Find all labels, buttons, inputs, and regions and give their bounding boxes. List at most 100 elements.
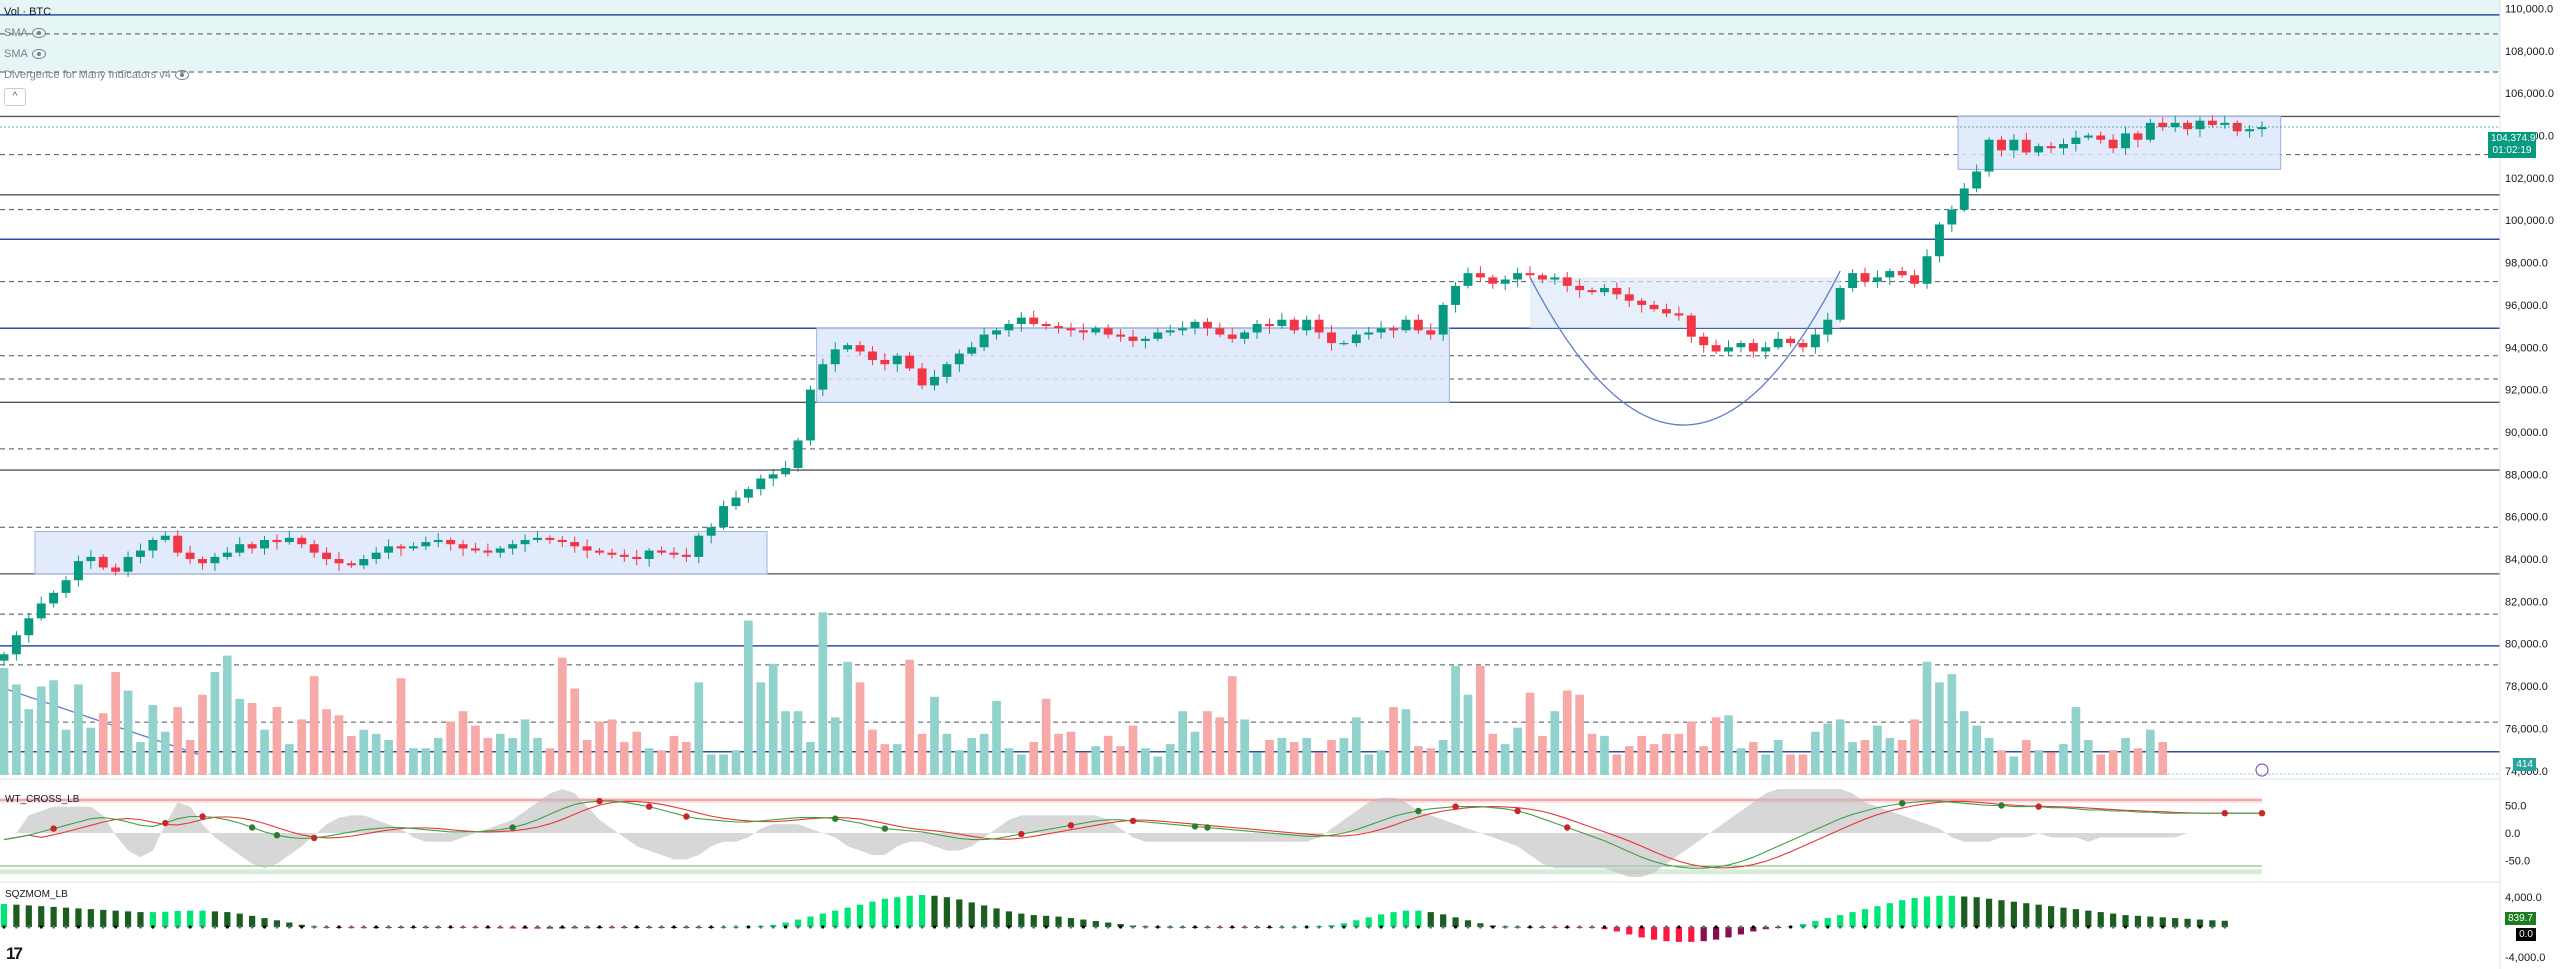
sqz-dot bbox=[2061, 925, 2066, 929]
volume-bar bbox=[979, 733, 989, 775]
sqz-bar bbox=[1837, 915, 1844, 927]
volume-bar bbox=[49, 680, 58, 775]
volume-bar bbox=[1575, 694, 1584, 775]
sqz-bar bbox=[100, 909, 107, 927]
sqz-bar bbox=[1849, 912, 1856, 927]
price-tick-label: 76,000.0 bbox=[2505, 723, 2548, 735]
candle-body bbox=[1351, 334, 1361, 344]
sqz-bar bbox=[1911, 897, 1918, 927]
candle-body bbox=[11, 635, 21, 655]
sqz-bar bbox=[1080, 919, 1087, 927]
candle-body bbox=[768, 474, 778, 479]
sqz-momentum-pane[interactable] bbox=[0, 895, 2228, 942]
sqz-bar bbox=[1427, 912, 1434, 927]
volume-bar bbox=[1314, 752, 1324, 775]
sqz-bar bbox=[1464, 920, 1472, 927]
sqz-bar bbox=[2196, 919, 2204, 927]
volume-bar bbox=[483, 737, 493, 775]
volume-bar bbox=[1600, 735, 1609, 775]
candle-body bbox=[2170, 122, 2180, 128]
legend-sma-1[interactable]: SMA bbox=[4, 27, 46, 39]
eye-icon[interactable] bbox=[31, 28, 46, 38]
sqz-dot bbox=[2012, 925, 2016, 929]
volume-bar bbox=[98, 713, 108, 775]
collapse-legend-button[interactable]: ^ bbox=[4, 88, 26, 106]
sqz-bar bbox=[931, 895, 938, 927]
sqz-dot bbox=[1292, 925, 1296, 929]
volume-bar bbox=[2059, 744, 2068, 775]
sqz-dot bbox=[1019, 925, 1023, 929]
wt-cross-dot bbox=[683, 813, 690, 820]
volume-bar bbox=[2158, 742, 2168, 775]
candle-body bbox=[1674, 313, 1684, 316]
sqz-dot bbox=[1602, 925, 1607, 929]
volume-bar bbox=[1562, 690, 1572, 775]
candle-body bbox=[1054, 326, 1064, 329]
sqz-bar bbox=[0, 903, 8, 927]
sqz-dot bbox=[1627, 925, 1631, 929]
volume-bar bbox=[1476, 665, 1485, 775]
candle-body bbox=[1972, 171, 1982, 189]
sqz-dot bbox=[1106, 925, 1110, 929]
volume-bar bbox=[1178, 711, 1187, 775]
sqz-dot bbox=[2223, 925, 2227, 929]
sqz-bar bbox=[1626, 927, 1633, 935]
candle-body bbox=[1178, 328, 1188, 331]
candle-body bbox=[1711, 345, 1721, 352]
sqz-dot bbox=[709, 925, 713, 929]
candle-body bbox=[421, 542, 431, 547]
candle-body bbox=[917, 368, 927, 386]
candle-body bbox=[346, 563, 356, 566]
sqz-dot bbox=[1813, 925, 1817, 929]
volume-bar bbox=[619, 742, 629, 775]
volume-bar bbox=[396, 678, 406, 775]
sqz-bar bbox=[2085, 910, 2092, 927]
legend-divergence[interactable]: Divergence for Many Indicators v4 bbox=[4, 69, 189, 81]
sqz-bar bbox=[819, 913, 826, 927]
sqz-dot bbox=[1491, 925, 1495, 929]
volume-bar bbox=[930, 696, 939, 775]
volume-bar bbox=[148, 705, 158, 775]
eye-icon[interactable] bbox=[31, 49, 46, 59]
sqz-bar bbox=[2060, 907, 2067, 927]
sqz-bar bbox=[782, 922, 789, 927]
wt-cross-dot bbox=[310, 834, 318, 842]
volume-bar bbox=[2034, 750, 2044, 775]
sqz-dot bbox=[27, 925, 31, 929]
sqz-dot bbox=[436, 925, 440, 929]
volume-bar bbox=[1128, 725, 1138, 775]
wt-tick-label: -50.0 bbox=[2505, 856, 2530, 868]
candle-body bbox=[173, 535, 183, 553]
sqz-bar bbox=[273, 920, 281, 927]
wt-histogram bbox=[4, 789, 2262, 877]
volume-bar bbox=[1289, 742, 1299, 775]
wt-cross-pane[interactable] bbox=[0, 789, 2266, 877]
volume-bar bbox=[1724, 715, 1733, 775]
wt-cross-dot bbox=[1564, 824, 1571, 831]
sqz-dot bbox=[1193, 925, 1197, 929]
sqz-dot bbox=[374, 925, 378, 929]
sqz-dot bbox=[1999, 925, 2004, 929]
sqz-bar bbox=[1340, 923, 1348, 927]
candle-body bbox=[570, 542, 580, 547]
legend-sma-2[interactable]: SMA bbox=[4, 48, 46, 60]
sqz-dot bbox=[1553, 925, 1557, 929]
eye-icon[interactable] bbox=[174, 70, 189, 80]
sqz-dot bbox=[1230, 925, 1234, 929]
volume-bar bbox=[1786, 754, 1795, 775]
volume-bar bbox=[1451, 665, 1460, 775]
volume-bar bbox=[1587, 733, 1597, 775]
price-pane[interactable] bbox=[0, 0, 2500, 777]
tradingview-logo[interactable]: 17 bbox=[6, 944, 23, 963]
sqz-bar bbox=[2134, 915, 2142, 927]
sqz-dot bbox=[858, 925, 862, 929]
candle-body bbox=[880, 359, 890, 365]
candle-body bbox=[470, 548, 480, 551]
volume-bar bbox=[235, 698, 245, 775]
candle-body bbox=[632, 556, 642, 560]
price-tick-label: 94,000.0 bbox=[2505, 342, 2548, 354]
volume-bar bbox=[433, 737, 443, 775]
candle-body bbox=[582, 546, 592, 551]
sqz-dot bbox=[2198, 925, 2202, 929]
